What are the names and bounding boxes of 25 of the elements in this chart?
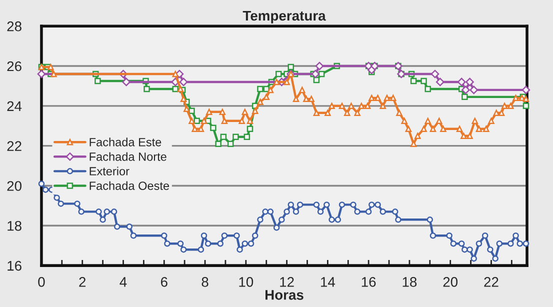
- x-tick-label: 14: [321, 277, 336, 287]
- x-tick-label: 8: [202, 277, 208, 287]
- x-tick-label: 4: [120, 277, 127, 287]
- y-tick-label: 22: [7, 141, 22, 151]
- legend-label: Exterior: [90, 166, 130, 176]
- legend-label: Fachada Norte: [90, 152, 166, 161]
- x-tick-label: 12: [280, 277, 294, 287]
- x-tick-label: 2: [79, 277, 86, 287]
- x-tick-label: 16: [362, 277, 376, 287]
- y-tick-label: 18: [8, 220, 22, 231]
- y-tick-label: 26: [7, 61, 22, 72]
- x-tick-label: 6: [160, 277, 168, 287]
- x-tick-label: 0: [38, 277, 45, 287]
- x-tick-label: 22: [484, 277, 498, 287]
- y-tick-label: 20: [7, 181, 22, 191]
- x-tick-label: 18: [402, 277, 417, 287]
- x-tick-label: 10: [239, 277, 254, 287]
- chart-title: Temperatura: [242, 10, 326, 24]
- x-axis-title: Horas: [265, 290, 304, 300]
- legend-label: Fachada Este: [90, 138, 162, 146]
- y-tick-label: 28: [7, 21, 22, 32]
- y-tick-label: 16: [8, 260, 22, 271]
- legend-label: Fachada Oeste: [90, 181, 170, 190]
- y-tick-label: 24: [7, 101, 22, 111]
- x-tick-label: 20: [443, 277, 458, 287]
